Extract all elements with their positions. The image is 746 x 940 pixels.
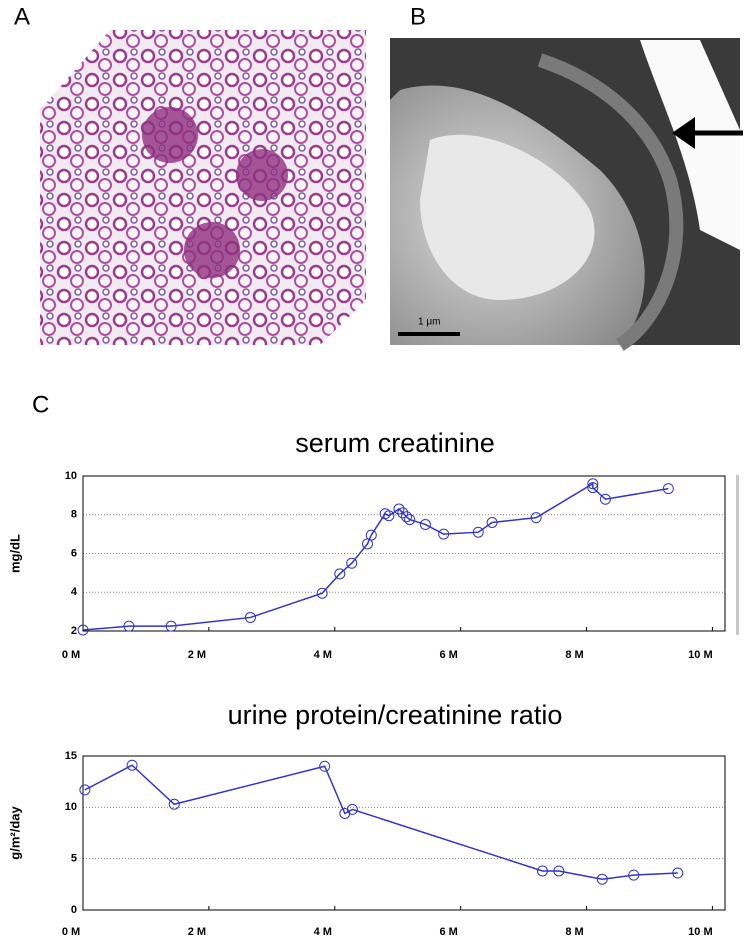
y-tick-label: 4 xyxy=(71,586,78,598)
data-point xyxy=(628,869,640,881)
data-line xyxy=(82,482,669,631)
x-tick-label: 8 M xyxy=(565,649,583,661)
data-point xyxy=(365,529,377,541)
data-point xyxy=(346,803,358,815)
data-point xyxy=(319,760,331,772)
plot-frame xyxy=(82,475,726,632)
data-point xyxy=(662,483,674,495)
data-point xyxy=(438,528,450,540)
data-point xyxy=(587,482,599,494)
y-tick-label: 10 xyxy=(65,801,77,813)
x-tick-label: 0 M xyxy=(62,926,80,938)
y-tick-label: 15 xyxy=(65,750,77,762)
data-point xyxy=(672,867,684,879)
micrograph-a xyxy=(40,30,366,345)
panel-label: C xyxy=(32,391,49,418)
data-point xyxy=(316,587,328,599)
x-tick-label: 4 M xyxy=(314,649,332,661)
y-tick-label: 8 xyxy=(71,509,77,521)
data-point xyxy=(123,620,135,632)
data-point xyxy=(530,512,542,524)
y-axis-label: mg/dL xyxy=(7,534,22,573)
data-point xyxy=(165,620,177,632)
data-point xyxy=(383,510,395,522)
x-tick-label: 6 M xyxy=(439,926,457,938)
data-point xyxy=(79,784,91,796)
scroll-bar xyxy=(736,475,739,635)
chart-title: serum creatinine xyxy=(295,428,495,458)
data-point xyxy=(244,611,256,623)
data-point xyxy=(334,568,346,580)
data-point xyxy=(77,624,89,636)
x-tick-label: 6 M xyxy=(439,649,457,661)
data-point xyxy=(346,557,358,569)
data-point xyxy=(126,759,138,771)
x-tick-label: 2 M xyxy=(188,649,206,661)
data-point xyxy=(536,865,548,877)
panel-label: A xyxy=(14,3,30,30)
x-tick-label: 10 M xyxy=(688,926,712,938)
data-point xyxy=(596,873,608,885)
data-point xyxy=(587,478,599,490)
data-point xyxy=(553,865,565,877)
y-tick-label: 0 xyxy=(71,904,77,916)
data-point xyxy=(419,518,431,530)
y-tick-label: 10 xyxy=(65,470,77,482)
y-tick-label: 2 xyxy=(71,625,77,637)
x-tick-label: 0 M xyxy=(62,649,80,661)
micrograph-b: 1 μm xyxy=(390,38,743,351)
scale-bar-label: 1 μm xyxy=(418,317,440,328)
data-point xyxy=(168,798,180,810)
data-point xyxy=(404,514,416,526)
y-tick-label: 5 xyxy=(71,853,77,865)
data-point xyxy=(486,517,498,528)
x-tick-label: 8 M xyxy=(565,926,583,938)
plot-frame xyxy=(82,755,726,911)
chart-title: urine protein/creatinine ratio xyxy=(228,700,563,730)
panel-label: B xyxy=(410,3,426,30)
x-tick-label: 2 M xyxy=(188,926,206,938)
x-tick-label: 4 M xyxy=(314,926,332,938)
data-point xyxy=(401,511,413,523)
data-line xyxy=(84,764,678,880)
data-point xyxy=(472,526,484,538)
x-tick-label: 10 M xyxy=(688,649,712,661)
y-tick-label: 6 xyxy=(71,547,77,559)
y-axis-label: g/m²/day xyxy=(7,806,22,860)
data-point xyxy=(397,507,409,519)
data-point xyxy=(393,503,405,515)
data-point xyxy=(599,493,611,505)
